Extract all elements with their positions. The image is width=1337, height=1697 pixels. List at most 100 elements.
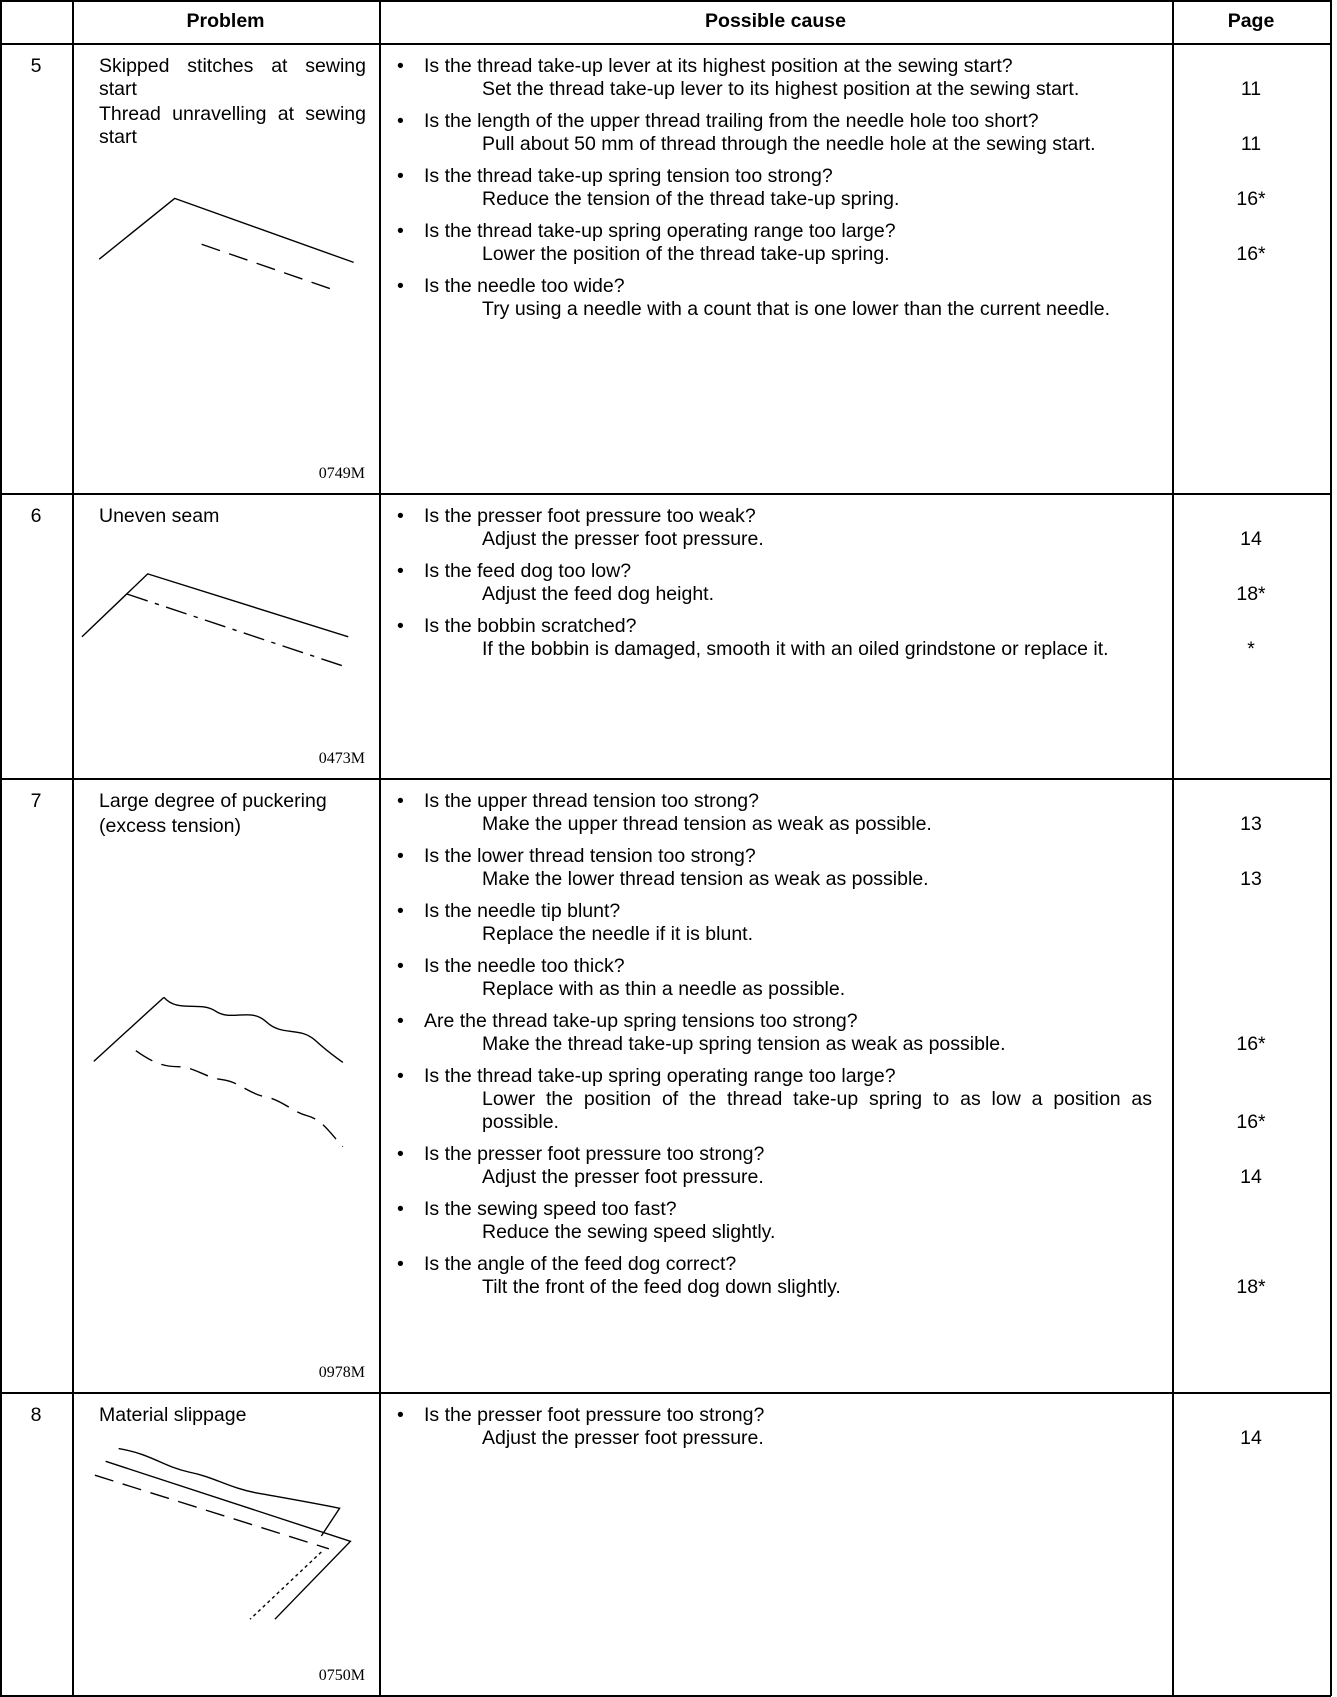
cause-question: Is the needle too thick? [424, 955, 1152, 978]
page-ref: 18* [1236, 583, 1266, 605]
cause-remedy: Adjust the presser foot pressure. [482, 1427, 764, 1449]
cause-text: Is the upper thread tension too strong?M… [379, 790, 1172, 836]
cause-question: Is the feed dog too low? [424, 560, 1152, 583]
causes: Is the presser foot pressure too strong?… [379, 1404, 1330, 1459]
cause-remedy: Tilt the front of the feed dog down slig… [482, 1276, 841, 1298]
cause-remedy: Adjust the presser foot pressure. [482, 1166, 764, 1188]
header-page: Page [1227, 10, 1275, 32]
causes: Is the thread take-up lever at its highe… [379, 55, 1330, 330]
figure-code: 0749M [318, 465, 365, 482]
cause-text: Is the feed dog too low?Adjust the feed … [379, 560, 1172, 606]
cause-remedy: Reduce the sewing speed slightly. [482, 1221, 776, 1243]
cause-text: Is the needle too wide?Try using a needl… [379, 275, 1172, 321]
problem: Large degree of puckering (excess tension… [72, 790, 379, 840]
cause-question: Is the needle tip blunt? [424, 900, 1152, 923]
cause-remedy: Make the lower thread tension as weak as… [482, 868, 929, 890]
cause-text: Is the presser foot pressure too strong?… [379, 1404, 1172, 1450]
cause-remedy: Reduce the tension of the thread take-up… [482, 188, 900, 210]
cause-item: Is the upper thread tension too strong?M… [379, 790, 1330, 836]
cause-question: Is the presser foot pressure too strong? [424, 1143, 1152, 1166]
page-ref: 16* [1236, 243, 1266, 265]
problem-text: Skipped stitches at sewing start [99, 55, 366, 100]
row-number: 7 [30, 790, 42, 812]
cause-question: Is the angle of the feed dog correct? [424, 1253, 1152, 1276]
cause-question: Is the needle too wide? [424, 275, 1152, 298]
cause-remedy: Replace with as thin a needle as possibl… [482, 978, 846, 1000]
figure-puckering [93, 996, 344, 1148]
cause-remedy: If the bobbin is damaged, smooth it with… [482, 638, 1109, 660]
page-ref: 14 [1240, 528, 1262, 550]
cause-text: Is the sewing speed too fast?Reduce the … [379, 1198, 1172, 1244]
cause-question: Is the thread take-up spring tension too… [424, 165, 1152, 188]
cause-item: Is the thread take-up lever at its highe… [379, 55, 1330, 101]
cause-item: Is the needle too wide?Try using a needl… [379, 275, 1330, 321]
rule [0, 43, 1331, 45]
row-number: 8 [30, 1404, 42, 1426]
cause-text: Is the thread take-up spring tension too… [379, 165, 1172, 211]
cause-text: Is the angle of the feed dog correct?Til… [379, 1253, 1172, 1299]
cause-item: Is the presser foot pressure too strong?… [379, 1143, 1330, 1189]
cause-remedy: Make the thread take-up spring tension a… [482, 1033, 1006, 1055]
figure-uneven-seam [81, 573, 349, 669]
figure-code: 0473M [318, 750, 365, 767]
cause-item: Is the length of the upper thread traili… [379, 110, 1330, 156]
cause-item: Are the thread take-up spring tensions t… [379, 1010, 1330, 1056]
page-ref: 16* [1236, 1111, 1266, 1133]
cause-question: Is the thread take-up spring operating r… [424, 1065, 1152, 1088]
page-ref: 16* [1236, 1033, 1266, 1055]
header-problem: Problem [186, 10, 265, 32]
cause-remedy: Set the thread take-up lever to its high… [482, 78, 1080, 100]
causes: Is the upper thread tension too strong? M… [379, 790, 1330, 1308]
cause-text: Is the thread take-up spring operating r… [379, 1065, 1172, 1134]
cause-item: Is the needle too thick?Replace with as … [379, 955, 1330, 1001]
rule [1330, 0, 1332, 1696]
row-number: 5 [30, 55, 42, 77]
cause-question: Are the thread take-up spring tensions t… [424, 1010, 1152, 1033]
cause-remedy: Replace the needle if it is blunt. [482, 923, 754, 945]
cause-text: Is the length of the upper thread traili… [379, 110, 1172, 156]
cause-item: Is the bobbin scratched?If the bobbin is… [379, 615, 1330, 661]
cause-remedy: Lower the position of the thread take-up… [482, 1088, 1152, 1133]
page-ref: 13 [1240, 868, 1262, 890]
rule [0, 0, 2, 1696]
cause-question: Is the thread take-up lever at its highe… [424, 55, 1152, 78]
cause-item: Is the needle tip blunt?Replace the need… [379, 900, 1330, 946]
cause-question: Is the bobbin scratched? [424, 615, 1152, 638]
cause-item: Is the lower thread tension too strong?M… [379, 845, 1330, 891]
page-ref: 18* [1236, 1276, 1266, 1298]
figure-code: 0750M [318, 1667, 365, 1684]
page-ref: 16* [1236, 188, 1266, 210]
cause-question: Is the upper thread tension too strong? [424, 790, 1152, 813]
page-ref: 14 [1240, 1166, 1262, 1188]
causes: Is the presser foot pressure too weak?Ad… [379, 505, 1330, 670]
cause-text: Is the presser foot pressure too strong?… [379, 1143, 1172, 1189]
cause-text: Is the thread take-up lever at its highe… [379, 55, 1172, 101]
cause-text: Are the thread take-up spring tensions t… [379, 1010, 1172, 1056]
rule [72, 0, 74, 1696]
page-ref: 13 [1240, 813, 1262, 835]
problem: Skipped stitches at sewing start Thread u… [72, 55, 379, 151]
header-cause: Possible cause [705, 10, 846, 32]
figure-slippage [94, 1447, 352, 1620]
rule [0, 493, 1331, 495]
cause-text: Is the needle too thick?Replace with as … [379, 955, 1172, 1001]
cause-remedy: Pull about 50 mm of thread through the n… [482, 133, 1096, 155]
rule [0, 778, 1331, 780]
problem-text: Large degree of puckering [99, 790, 327, 812]
figure-code: 0978M [318, 1364, 365, 1381]
rule [0, 1392, 1331, 1394]
problem-text: (excess tension) [99, 815, 241, 837]
cause-item: Is the presser foot pressure too weak?Ad… [379, 505, 1330, 551]
page-ref: 14 [1240, 1427, 1262, 1449]
problem-text: Material slippage [99, 1404, 247, 1426]
cause-item: Is the sewing speed too fast?Reduce the … [379, 1198, 1330, 1244]
cause-remedy: Adjust the presser foot pressure. [482, 528, 764, 550]
problem-text: Uneven seam [99, 505, 220, 527]
problem: Material slippage [72, 1404, 379, 1429]
cause-question: Is the presser foot pressure too weak? [424, 505, 1152, 528]
problem-text: Thread unravelling at sewing start [99, 103, 366, 148]
rule [1172, 0, 1174, 1696]
cause-question: Is the presser foot pressure too strong? [424, 1404, 1152, 1427]
